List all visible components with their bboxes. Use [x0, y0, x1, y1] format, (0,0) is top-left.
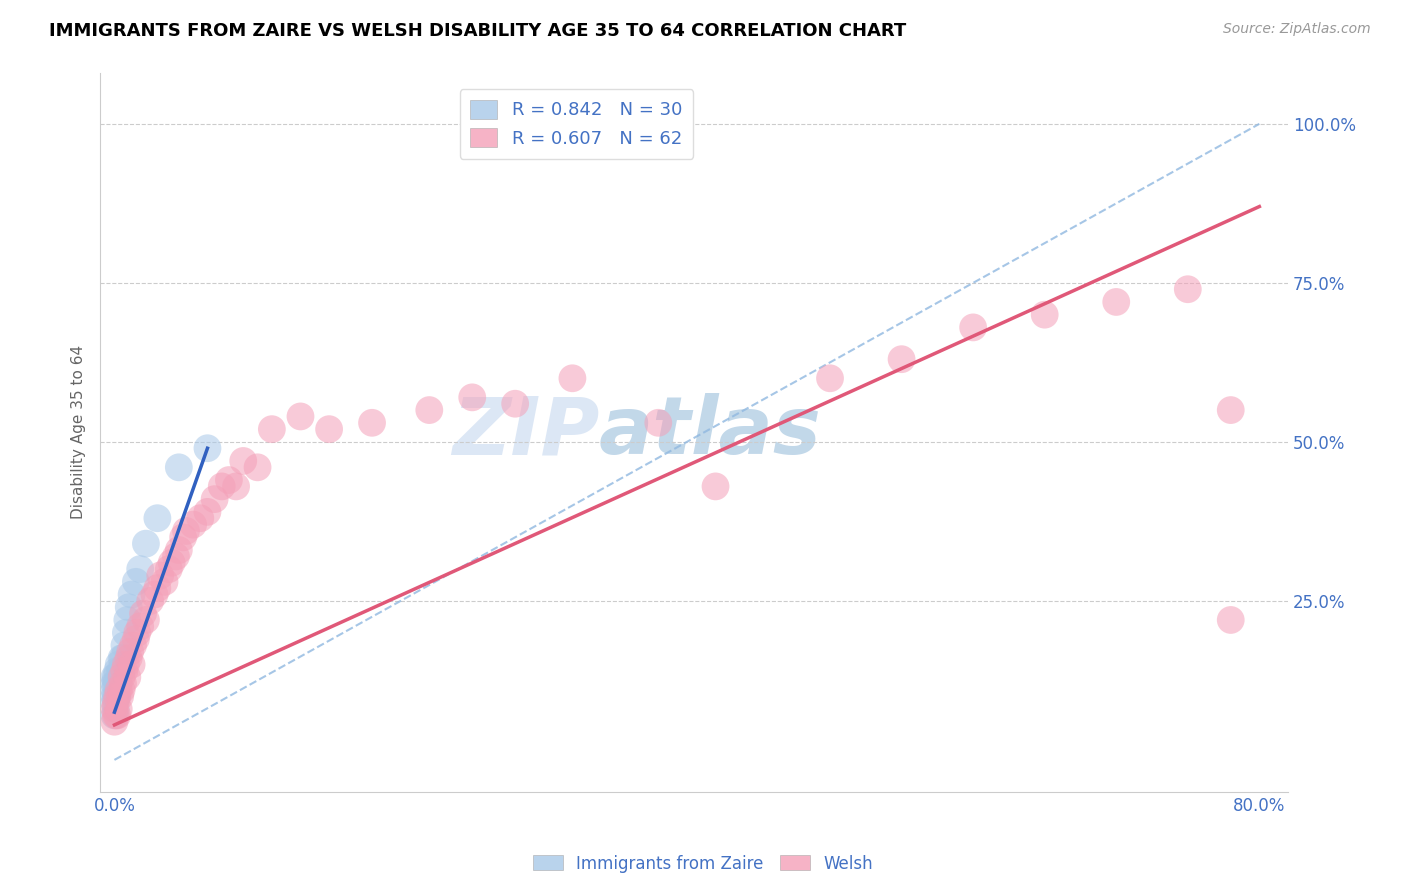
Point [418, 403, 440, 417]
Point [172, 530, 194, 544]
Point [112, 676, 135, 690]
Point [103, 690, 125, 704]
Point [105, 676, 128, 690]
Point [204, 492, 226, 507]
Point [129, 619, 152, 633]
Point [117, 670, 139, 684]
Point [211, 479, 233, 493]
Point [181, 517, 204, 532]
Point [135, 613, 157, 627]
Point [103, 696, 125, 710]
Point [704, 479, 727, 493]
Point [174, 524, 197, 538]
Point [110, 682, 132, 697]
Legend: Immigrants from Zaire, Welsh: Immigrants from Zaire, Welsh [526, 848, 880, 880]
Point [132, 607, 155, 621]
Point [104, 670, 127, 684]
Point [149, 568, 172, 582]
Point [290, 409, 312, 424]
Point [146, 511, 169, 525]
Point [114, 639, 136, 653]
Point [153, 574, 176, 589]
Point [112, 651, 135, 665]
Point [165, 549, 187, 564]
Text: Source: ZipAtlas.com: Source: ZipAtlas.com [1223, 22, 1371, 37]
Point [135, 536, 157, 550]
Point [107, 682, 129, 697]
Point [197, 442, 219, 456]
Point [1177, 282, 1199, 296]
Point [197, 505, 219, 519]
Point [125, 632, 148, 646]
Point [188, 511, 211, 525]
Point [1219, 403, 1241, 417]
Point [105, 664, 128, 678]
Point [107, 657, 129, 672]
Point [962, 320, 984, 334]
Point [108, 664, 131, 678]
Legend: R = 0.842   N = 30, R = 0.607   N = 62: R = 0.842 N = 30, R = 0.607 N = 62 [460, 89, 693, 159]
Point [110, 664, 132, 678]
Text: IMMIGRANTS FROM ZAIRE VS WELSH DISABILITY AGE 35 TO 64 CORRELATION CHART: IMMIGRANTS FROM ZAIRE VS WELSH DISABILIT… [49, 22, 907, 40]
Point [115, 657, 138, 672]
Point [260, 422, 283, 436]
Y-axis label: Disability Age 35 to 64: Disability Age 35 to 64 [72, 345, 86, 519]
Point [167, 543, 190, 558]
Point [105, 708, 128, 723]
Point [121, 588, 143, 602]
Point [104, 702, 127, 716]
Point [118, 600, 141, 615]
Point [110, 651, 132, 665]
Point [122, 639, 145, 653]
Point [105, 690, 128, 704]
Point [139, 594, 162, 608]
Point [246, 460, 269, 475]
Point [103, 670, 125, 684]
Point [461, 390, 484, 404]
Point [105, 690, 128, 704]
Point [115, 625, 138, 640]
Point [143, 588, 166, 602]
Point [1105, 295, 1128, 310]
Point [107, 676, 129, 690]
Point [561, 371, 583, 385]
Point [1033, 308, 1056, 322]
Point [818, 371, 841, 385]
Point [118, 651, 141, 665]
Text: ZIP: ZIP [451, 393, 599, 471]
Point [120, 645, 142, 659]
Point [114, 664, 136, 678]
Point [647, 416, 669, 430]
Point [1219, 613, 1241, 627]
Point [129, 562, 152, 576]
Point [104, 676, 127, 690]
Point [108, 690, 131, 704]
Point [110, 670, 132, 684]
Text: atlas: atlas [599, 393, 821, 471]
Point [232, 454, 254, 468]
Point [104, 696, 127, 710]
Point [890, 352, 912, 367]
Point [167, 460, 190, 475]
Point [103, 714, 125, 729]
Point [103, 682, 125, 697]
Point [103, 676, 125, 690]
Point [157, 562, 180, 576]
Point [318, 422, 340, 436]
Point [104, 690, 127, 704]
Point [125, 574, 148, 589]
Point [218, 473, 240, 487]
Point [103, 708, 125, 723]
Point [361, 416, 384, 430]
Point [225, 479, 247, 493]
Point [121, 657, 143, 672]
Point [146, 581, 169, 595]
Point [107, 702, 129, 716]
Point [117, 613, 139, 627]
Point [104, 708, 127, 723]
Point [127, 625, 149, 640]
Point [160, 556, 183, 570]
Point [503, 397, 526, 411]
Point [103, 702, 125, 716]
